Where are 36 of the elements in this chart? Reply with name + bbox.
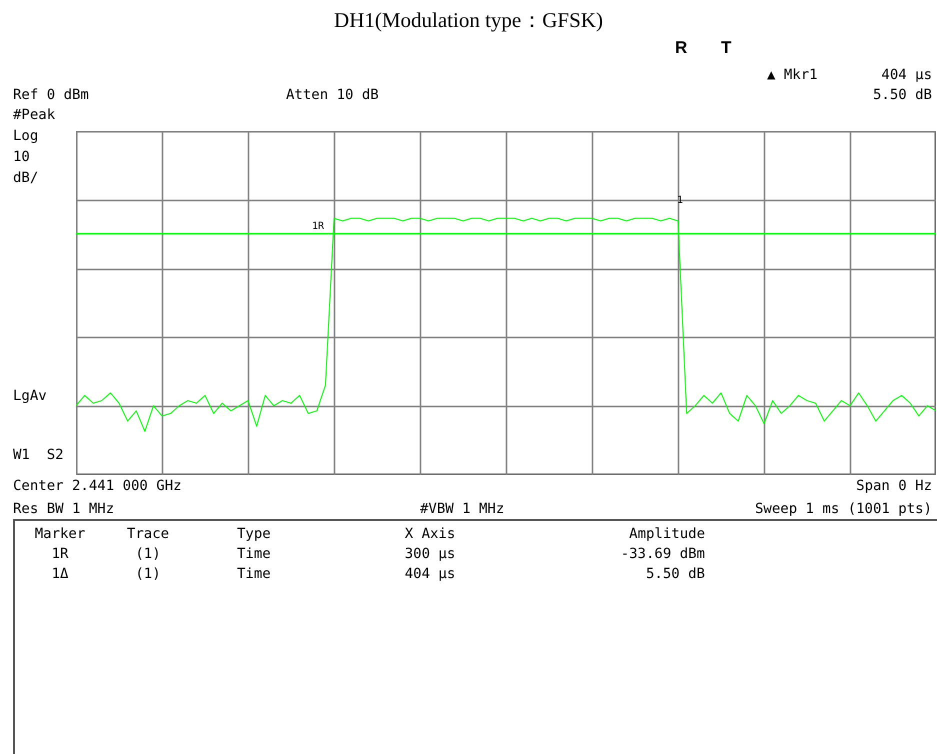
text: 404 µs bbox=[881, 67, 932, 83]
text: Time bbox=[237, 566, 271, 582]
text: W1 S2 bbox=[13, 447, 64, 463]
annotation: 1R bbox=[312, 221, 324, 232]
text: Atten 10 dB bbox=[286, 87, 379, 103]
text: Amplitude bbox=[629, 526, 705, 542]
text: (1) bbox=[135, 546, 161, 562]
text: 1 bbox=[677, 195, 684, 206]
text: #Peak bbox=[13, 107, 56, 123]
text: Sweep 1 ms (1001 pts) bbox=[754, 501, 932, 517]
text: X Axis bbox=[404, 526, 456, 542]
text: (1) bbox=[135, 566, 161, 582]
text: 1Δ bbox=[52, 566, 68, 582]
text: Ref 0 dBm bbox=[13, 87, 89, 103]
text: 5.50 dB bbox=[872, 87, 932, 103]
text: Time bbox=[237, 546, 271, 562]
text: R bbox=[675, 38, 688, 57]
text: 10 bbox=[13, 149, 30, 165]
text: Center 2.441 000 GHz bbox=[13, 478, 182, 494]
text: T bbox=[721, 38, 732, 57]
text: Log bbox=[13, 128, 38, 144]
text: -33.69 dBm bbox=[620, 546, 705, 562]
text: Marker bbox=[34, 526, 86, 542]
text: LgAv bbox=[13, 388, 47, 404]
text: ▲ Mkr1 bbox=[767, 67, 818, 83]
text: dB/ bbox=[13, 170, 38, 186]
text: 5.50 dB bbox=[646, 566, 705, 582]
text: 404 µs bbox=[404, 566, 456, 582]
text: 300 µs bbox=[404, 546, 456, 562]
text: #VBW 1 MHz bbox=[420, 501, 504, 517]
text: Res BW 1 MHz bbox=[13, 501, 114, 517]
chart-title: DH1(Modulation type：GFSK) bbox=[333, 7, 604, 34]
text: Trace bbox=[126, 526, 170, 542]
text: Type bbox=[237, 526, 271, 542]
text: 1R bbox=[52, 546, 68, 562]
text: Span 0 Hz bbox=[856, 478, 932, 494]
